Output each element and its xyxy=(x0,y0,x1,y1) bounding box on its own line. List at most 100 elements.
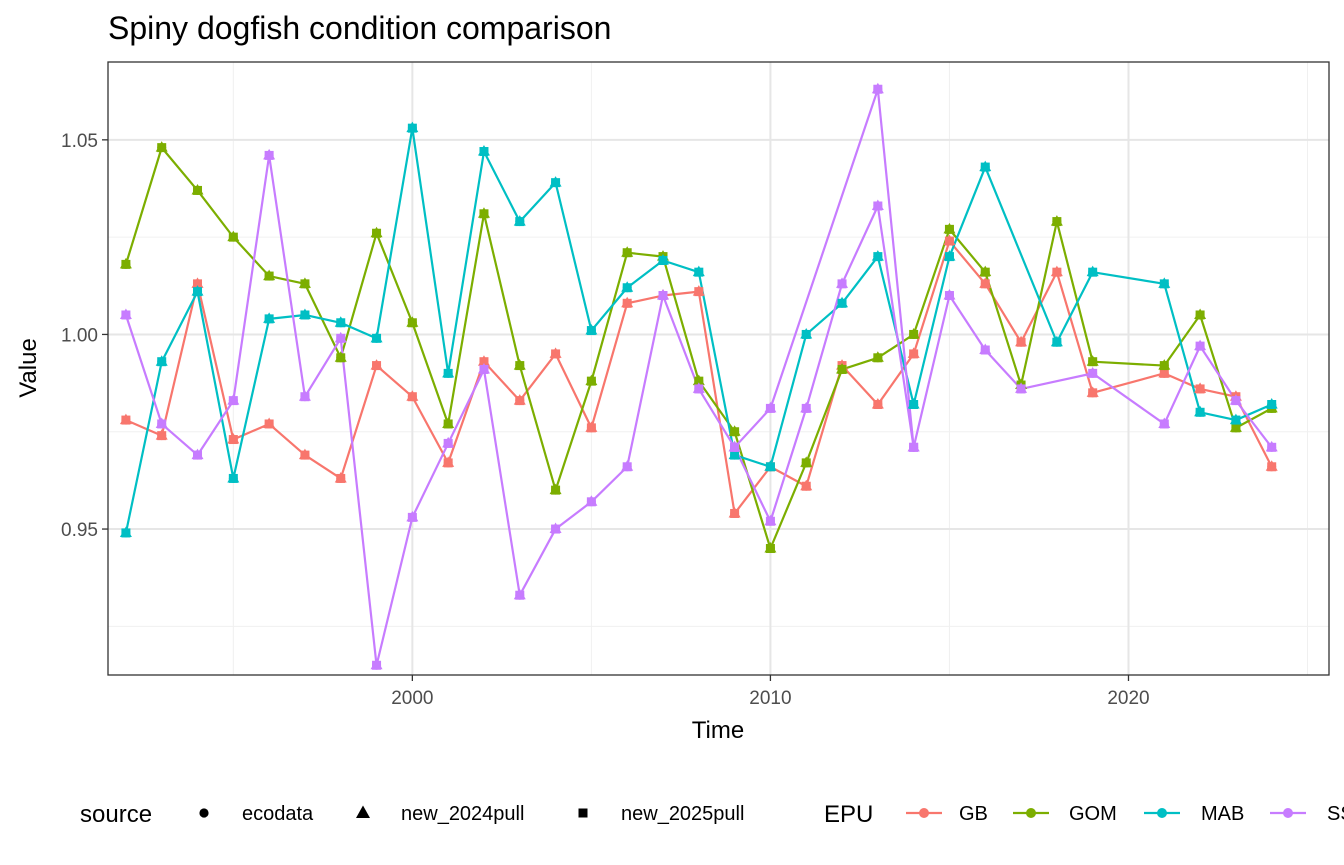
square-icon xyxy=(578,808,588,818)
triangle-icon xyxy=(356,805,370,818)
data-point-gb-new-2025pull xyxy=(730,508,740,518)
data-point-ss-new-2025pull xyxy=(873,201,883,211)
y-tick-label: 0.95 xyxy=(61,520,98,541)
data-point-gom-new-2025pull xyxy=(479,209,489,219)
data-point-ss-new-2025pull xyxy=(765,403,775,413)
data-point-mab-new-2025pull xyxy=(443,368,453,378)
data-point-gb-new-2025pull xyxy=(909,349,919,359)
data-point-ss-new-2025pull xyxy=(157,419,167,429)
legend: source ecodata new_2024pull new_2025pull… xyxy=(80,801,1344,828)
data-point-mab-new-2025pull xyxy=(658,255,668,265)
data-point-gom-new-2025pull xyxy=(801,458,811,468)
data-point-ss-new-2025pull xyxy=(1088,368,1098,378)
data-point-ss-new-2025pull xyxy=(873,84,883,94)
data-point-ss-new-2025pull xyxy=(264,150,274,160)
x-tick-label: 2010 xyxy=(749,688,791,709)
data-point-gom-new-2025pull xyxy=(944,224,954,234)
data-point-gb-new-2025pull xyxy=(372,361,382,371)
color-legend-entry-gom: GOM xyxy=(1013,803,1117,825)
legend-label-new-2024pull: new_2024pull xyxy=(401,803,524,825)
major-gridlines xyxy=(108,62,1329,675)
series-points xyxy=(119,82,1278,670)
data-point-gb-new-2025pull xyxy=(1088,388,1098,398)
data-point-mab-new-2025pull xyxy=(157,357,167,367)
data-point-gb-new-2025pull xyxy=(336,473,346,483)
legend-label-ss: SS xyxy=(1327,803,1344,825)
color-legend-entry-mab: MAB xyxy=(1144,803,1244,825)
y-tick-label: 1.05 xyxy=(61,131,98,152)
series-line-ss xyxy=(733,88,915,449)
data-point-gb-new-2025pull xyxy=(515,396,525,406)
data-point-ss-new-2025pull xyxy=(622,462,632,472)
data-point-gb-new-2025pull xyxy=(264,419,274,429)
y-axis-title: Value xyxy=(15,338,42,398)
data-point-ss-new-2025pull xyxy=(1159,419,1169,429)
data-point-mab-new-2025pull xyxy=(551,178,561,188)
data-point-mab-new-2025pull xyxy=(515,217,525,227)
data-point-mab-new-2025pull xyxy=(873,252,883,262)
data-point-gb-new-2025pull xyxy=(980,279,990,289)
data-point-mab-new-2025pull xyxy=(1088,267,1098,277)
shape-legend-entry-new-2024pull: new_2024pull xyxy=(356,803,524,825)
data-point-gom-new-2025pull xyxy=(228,232,238,242)
data-point-ss-new-2025pull xyxy=(658,291,668,301)
x-axis-title: Time xyxy=(692,717,744,744)
data-point-gom-new-2025pull xyxy=(372,228,382,238)
data-point-gb-new-2025pull xyxy=(1016,337,1026,347)
data-point-gom-new-2025pull xyxy=(586,376,596,386)
data-point-mab-new-2025pull xyxy=(407,123,417,133)
circle-icon xyxy=(1026,808,1036,818)
panel-border xyxy=(107,61,1330,676)
data-point-ss-new-2025pull xyxy=(980,345,990,355)
data-point-gb-new-2025pull xyxy=(873,400,883,410)
data-point-gom-new-2025pull xyxy=(264,271,274,281)
data-point-ss-new-2025pull xyxy=(586,497,596,507)
chart-title: Spiny dogfish condition comparison xyxy=(108,10,611,46)
data-point-mab-new-2025pull xyxy=(801,329,811,339)
data-point-gom-new-2025pull xyxy=(694,376,704,386)
legend-label-mab: MAB xyxy=(1201,803,1244,825)
data-point-mab-new-2025pull xyxy=(1159,279,1169,289)
data-point-mab-new-2025pull xyxy=(730,450,740,460)
data-point-ss-new-2025pull xyxy=(193,450,203,460)
data-point-gom-new-2025pull xyxy=(300,279,310,289)
data-point-gom-new-2025pull xyxy=(837,364,847,374)
data-point-mab-new-2025pull xyxy=(694,267,704,277)
data-point-mab-new-2025pull xyxy=(765,462,775,472)
data-point-mab-new-2025pull xyxy=(837,298,847,308)
data-point-gb-new-2025pull xyxy=(1159,368,1169,378)
data-point-ss-new-2025pull xyxy=(944,291,954,301)
y-tick-label: 1.00 xyxy=(61,325,98,346)
data-point-gom-new-2025pull xyxy=(909,329,919,339)
data-point-gb-new-2025pull xyxy=(944,236,954,246)
data-point-gom-new-2025pull xyxy=(730,427,740,437)
legend-label-gb: GB xyxy=(959,803,988,825)
color-legend-entry-ss: SS xyxy=(1270,803,1344,825)
data-point-gb-new-2025pull xyxy=(228,435,238,445)
data-point-gom-new-2025pull xyxy=(980,267,990,277)
y-axis: 0.95 1.00 1.05 xyxy=(61,131,108,541)
data-point-gom-new-2025pull xyxy=(622,248,632,258)
data-point-gom-new-2025pull xyxy=(1088,357,1098,367)
data-point-ss-new-2025pull xyxy=(336,333,346,343)
legend-label-ecodata: ecodata xyxy=(242,803,314,825)
data-point-gom-new-2025pull xyxy=(551,485,561,495)
plot-panel xyxy=(107,61,1330,676)
data-point-gb-new-2025pull xyxy=(622,298,632,308)
data-point-mab-new-2025pull xyxy=(586,326,596,336)
data-point-gom-new-2025pull xyxy=(193,185,203,195)
data-point-ss-new-2025pull xyxy=(837,279,847,289)
data-point-mab-new-2025pull xyxy=(264,314,274,324)
data-point-ss-new-2025pull xyxy=(694,384,704,394)
data-point-gom-new-2025pull xyxy=(765,544,775,554)
data-point-mab-new-2025pull xyxy=(372,333,382,343)
circle-icon xyxy=(919,808,929,818)
data-point-ss-new-2025pull xyxy=(1267,442,1277,452)
data-point-ss-new-2025pull xyxy=(765,516,775,526)
data-point-ss-new-2025pull xyxy=(730,442,740,452)
data-point-gom-new-2025pull xyxy=(873,353,883,363)
x-tick-label: 2000 xyxy=(391,688,433,709)
data-point-gom-new-2025pull xyxy=(1231,423,1241,433)
data-point-mab-new-2025pull xyxy=(193,287,203,297)
